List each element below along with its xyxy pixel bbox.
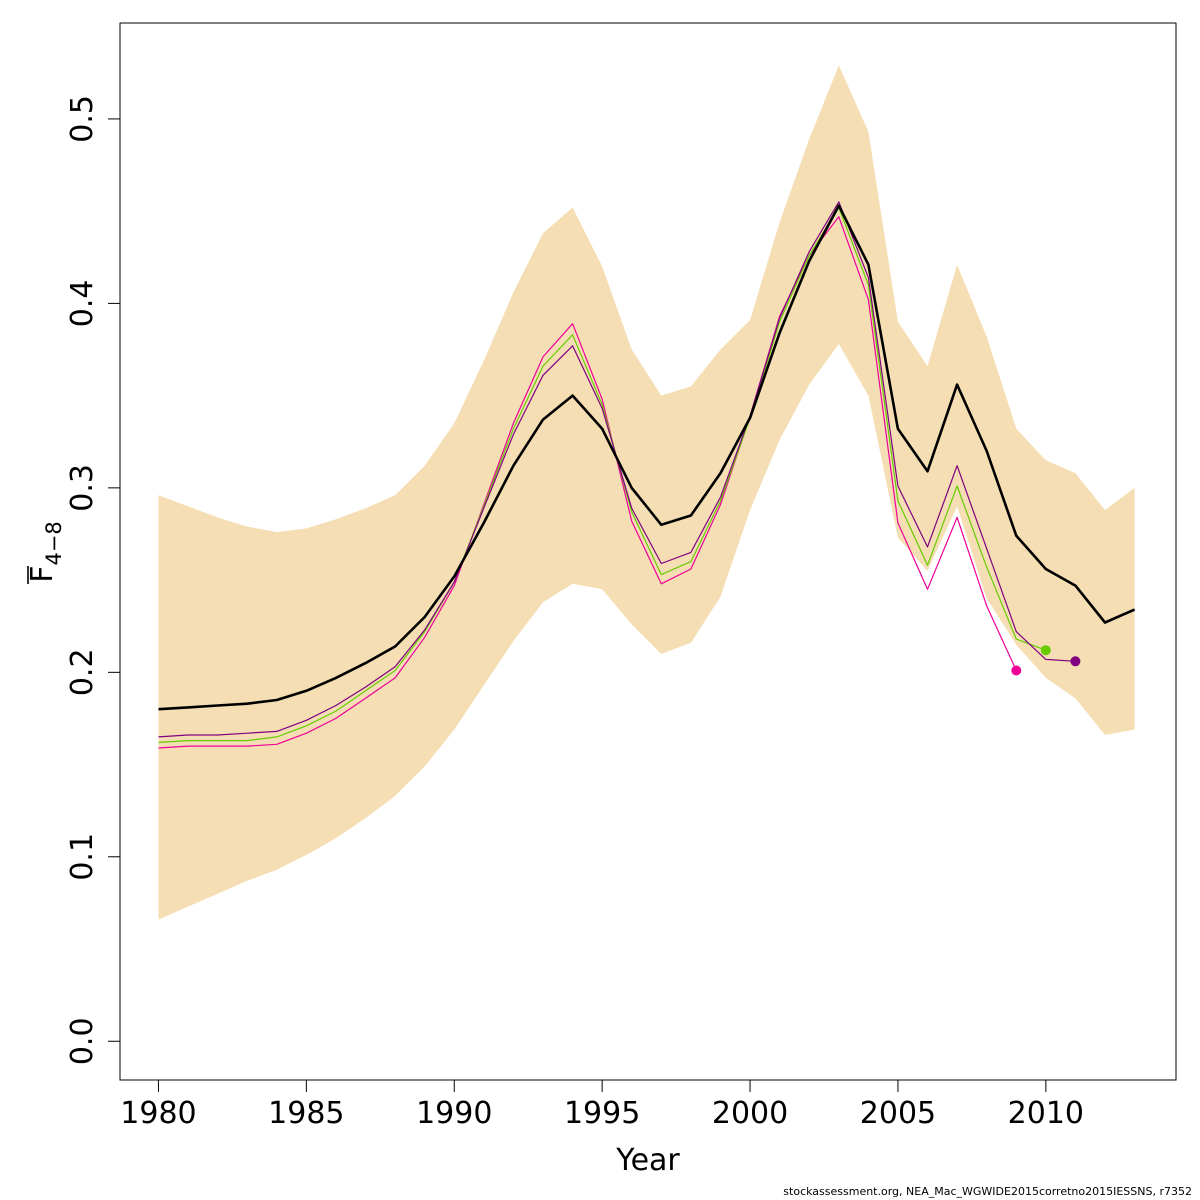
footer-credit: stockassessment.org, NEA_Mac_WGWIDE2015c… bbox=[783, 1185, 1192, 1198]
series-line-2 bbox=[158, 206, 1047, 743]
series-end-point-2 bbox=[1040, 645, 1051, 656]
y-tick-label: 0.0 bbox=[65, 1017, 100, 1065]
x-tick-label: 1980 bbox=[120, 1096, 196, 1131]
confidence-band bbox=[158, 65, 1135, 920]
series-line-4 bbox=[158, 204, 1136, 711]
svg-text:F4−8: F4−8 bbox=[25, 521, 66, 583]
y-tick-label: 0.2 bbox=[65, 648, 100, 696]
y-tick-label: 0.1 bbox=[65, 833, 100, 881]
x-tick-label: 1990 bbox=[416, 1096, 492, 1131]
x-tick-label: 1985 bbox=[268, 1096, 344, 1131]
y-tick-label: 0.4 bbox=[65, 280, 100, 328]
y-axis-label: F4−8 bbox=[25, 521, 66, 584]
y-tick-label: 0.5 bbox=[65, 95, 100, 143]
x-tick-label: 2000 bbox=[712, 1096, 788, 1131]
series-line-1 bbox=[158, 216, 1017, 749]
x-axis-label: Year bbox=[615, 1143, 680, 1178]
x-tick-label: 2010 bbox=[1008, 1096, 1084, 1131]
confidence-band-layer bbox=[158, 65, 1135, 920]
series-end-point-3 bbox=[1070, 656, 1081, 667]
x-axis: 1980 1985 1990 1995 2000 2005 2010 bbox=[120, 1079, 1084, 1131]
y-axis-label-main: F bbox=[25, 566, 60, 583]
x-tick-label: 1995 bbox=[564, 1096, 640, 1131]
y-axis: 0.0 0.1 0.2 0.3 0.4 0.5 bbox=[65, 95, 121, 1065]
y-axis-label-subscript: 4−8 bbox=[42, 521, 66, 565]
series-end-point-1 bbox=[1011, 665, 1022, 676]
x-tick-label: 2005 bbox=[860, 1096, 936, 1131]
series-layer bbox=[158, 201, 1136, 749]
y-tick-label: 0.3 bbox=[65, 464, 100, 512]
